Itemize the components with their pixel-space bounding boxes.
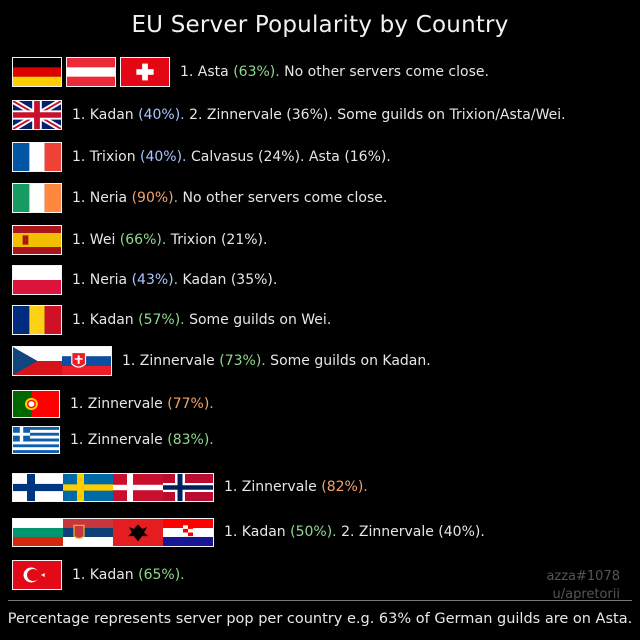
flag-group — [12, 390, 60, 418]
list-item: 1. Neria (43%). Kadan (35%). — [12, 265, 277, 295]
list-item: 1. Neria (90%). No other servers come cl… — [12, 183, 387, 213]
flag-group — [12, 142, 62, 172]
page-title: EU Server Popularity by Country — [131, 12, 509, 38]
row-text: 1. Kadan (50%). 2. Zinnervale (40%). — [224, 524, 485, 540]
czechia-flag-icon — [12, 346, 62, 376]
slovakia-flag-icon — [62, 346, 112, 376]
denmark-flag-icon — [113, 473, 163, 501]
list-item: 1. Kadan (57%). Some guilds on Wei. — [12, 305, 331, 335]
row-text: 1. Wei (66%). Trixion (21%). — [72, 232, 268, 248]
greece-flag-icon — [12, 426, 60, 454]
credit: azza#1078 u/apretorii — [546, 568, 620, 604]
list-item: 1. Wei (66%). Trixion (21%). — [12, 225, 267, 255]
flag-group — [12, 183, 62, 213]
romania-flag-icon — [12, 305, 62, 335]
france-flag-icon — [12, 142, 62, 172]
ireland-flag-icon — [12, 183, 62, 213]
row-text: 1. Kadan (40%). 2. Zinnervale (36%). Som… — [72, 107, 566, 123]
austria-flag-icon — [66, 57, 116, 87]
row-text: 1. Asta (63%). No other servers come clo… — [180, 64, 489, 80]
albania-flag-icon — [113, 518, 163, 546]
spain-flag-icon — [12, 225, 62, 255]
norway-flag-icon — [163, 473, 213, 501]
row-text: 1. Neria (43%). Kadan (35%). — [72, 272, 278, 288]
flag-group — [12, 225, 62, 255]
credit-line-1: azza#1078 — [546, 569, 620, 584]
row-text: 1. Zinnervale (77%). — [70, 396, 214, 412]
list-item: 1. Zinnervale (77%). — [12, 389, 214, 419]
row-text: 1. Neria (90%). No other servers come cl… — [72, 190, 388, 206]
list-item: 1. Zinnervale (73%). Some guilds on Kada… — [12, 346, 431, 376]
finland-flag-icon — [13, 473, 63, 501]
row-text: 1. Zinnervale (82%). — [224, 479, 368, 495]
uk-flag-icon — [12, 100, 62, 130]
flag-group — [12, 560, 62, 590]
turkey-flag-icon — [12, 560, 62, 590]
poland-flag-icon — [12, 265, 62, 295]
bulgaria-flag-icon — [13, 518, 63, 546]
flag-group — [12, 426, 60, 454]
list-item: 1. Trixion (40%). Calvasus (24%). Asta (… — [12, 142, 391, 172]
row-text: 1. Kadan (57%). Some guilds on Wei. — [72, 312, 332, 328]
germany-flag-icon — [12, 57, 62, 87]
list-item: 1. Kadan (40%). 2. Zinnervale (36%). Som… — [12, 100, 566, 130]
switzerland-flag-icon — [120, 57, 170, 87]
list-item: 1. Zinnervale (83%). — [12, 425, 214, 455]
flag-group — [12, 346, 112, 376]
row-text: 1. Kadan (65%). — [72, 567, 185, 583]
flag-group — [12, 517, 214, 547]
footer-divider — [8, 600, 632, 601]
footer-note: Percentage represents server pop per cou… — [7, 611, 633, 627]
list-item: 1. Asta (63%). No other servers come clo… — [12, 57, 489, 87]
serbia-flag-icon — [63, 518, 113, 546]
row-text: 1. Zinnervale (83%). — [70, 432, 214, 448]
sweden-flag-icon — [63, 473, 113, 501]
row-text: 1. Trixion (40%). Calvasus (24%). Asta (… — [72, 149, 391, 165]
list-item: 1. Zinnervale (82%). — [12, 472, 368, 502]
flag-group — [12, 305, 62, 335]
flag-group — [12, 100, 62, 130]
portugal-flag-icon — [12, 390, 60, 418]
list-item: 1. Kadan (65%). — [12, 560, 185, 590]
list-item: 1. Kadan (50%). 2. Zinnervale (40%). — [12, 517, 485, 547]
croatia-flag-icon — [163, 518, 213, 546]
flag-group — [12, 265, 62, 295]
row-text: 1. Zinnervale (73%). Some guilds on Kada… — [122, 353, 431, 369]
flag-group — [12, 472, 214, 502]
credit-line-2: u/apretorii — [552, 587, 620, 602]
flag-group — [12, 57, 170, 87]
